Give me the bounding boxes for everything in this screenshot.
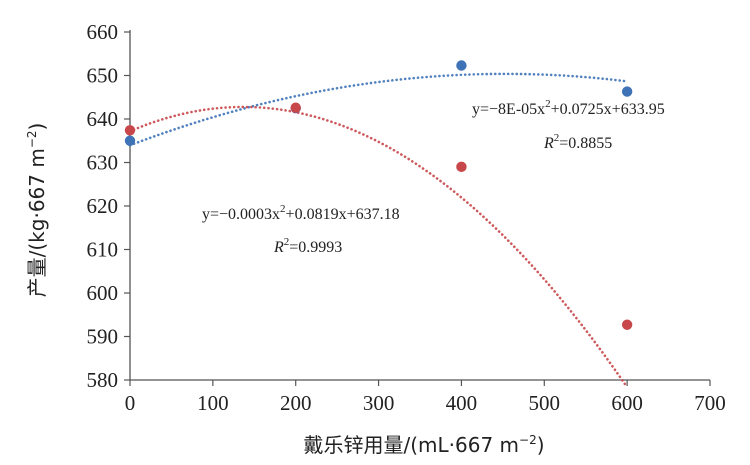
data-point-series-2 — [124, 125, 136, 136]
data-points — [124, 60, 633, 330]
trendlines — [128, 72, 629, 389]
x-tick-label: 700 — [694, 391, 726, 415]
x-tick-label: 600 — [611, 391, 643, 415]
red-equation-label: y=−0.0003x2+0.0819x+637.18 — [202, 203, 400, 223]
y-tick-label: 600 — [87, 281, 119, 305]
y-tick-label: 610 — [87, 238, 119, 262]
x-tick-label: 0 — [125, 391, 136, 415]
x-tick-label: 100 — [197, 391, 229, 415]
trendline-series-2 — [128, 105, 629, 389]
blue-r2-label: R2=0.8855 — [543, 132, 612, 152]
y-tick-label: 660 — [87, 20, 119, 44]
data-point-series-2 — [621, 319, 633, 330]
y-axis-title: 产量/(kg·667 m−2) — [25, 123, 49, 298]
x-tick-label: 200 — [280, 391, 312, 415]
y-tick-label: 580 — [87, 368, 119, 392]
y-tick-label: 640 — [87, 107, 119, 131]
y-tick-label: 650 — [87, 64, 119, 88]
trendline-series-1 — [128, 72, 629, 147]
x-tick-label: 500 — [529, 391, 561, 415]
data-point-series-1 — [124, 135, 136, 146]
red-r2-label: R2=0.9993 — [273, 236, 342, 256]
data-point-series-1 — [456, 60, 467, 71]
x-axis-title: 戴乐锌用量/(mL·667 m−2) — [303, 433, 544, 457]
data-point-series-1 — [621, 86, 633, 97]
x-tick-label: 400 — [446, 391, 478, 415]
y-tick-label: 620 — [87, 194, 119, 218]
data-point-series-2 — [290, 102, 301, 113]
blue-equation-label: y=−8E-05x2+0.0725x+633.95 — [472, 98, 665, 118]
data-point-series-2 — [456, 161, 467, 173]
x-tick-label: 300 — [363, 391, 395, 415]
chart-axes: 580 590 600 610 620 630 640 650 660 0 100 200 300 400… — [87, 20, 726, 415]
y-tick-label: 590 — [87, 325, 119, 349]
y-tick-label: 630 — [87, 151, 119, 175]
